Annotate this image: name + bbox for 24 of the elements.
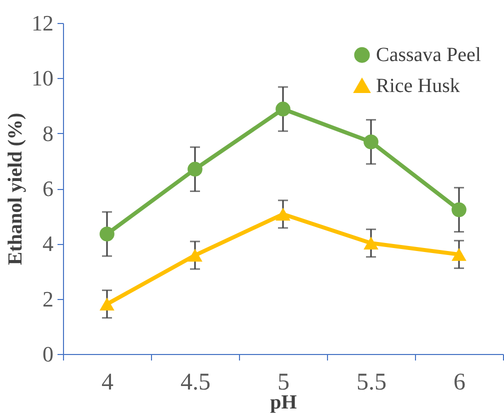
y-axis-title: Ethanol yield (%) <box>4 112 26 266</box>
y-tick-label: 8 <box>42 120 54 146</box>
y-tick-label: 0 <box>42 342 54 366</box>
x-tick-label: 4.5 <box>180 370 210 396</box>
point <box>452 202 466 218</box>
point <box>100 226 114 242</box>
x-tick-label: 5.5 <box>356 370 386 396</box>
point <box>452 248 466 261</box>
y-tick-label: 12 <box>32 10 54 36</box>
x-tick-label: 4 <box>102 370 114 396</box>
legend-label: Cassava Peel <box>376 44 482 66</box>
point <box>276 208 290 221</box>
point <box>188 162 202 177</box>
legend-label: Rice Husk <box>376 75 460 97</box>
x-tick-label: 6 <box>454 370 466 396</box>
point <box>188 248 202 262</box>
point <box>364 236 378 250</box>
point <box>364 134 378 150</box>
y-tick-label: 10 <box>32 66 54 91</box>
point <box>276 102 290 116</box>
point <box>100 298 114 310</box>
y-tick-label: 6 <box>42 176 54 201</box>
y-tick-label: 4 <box>42 231 54 256</box>
y-tick-label: 2 <box>42 286 54 312</box>
